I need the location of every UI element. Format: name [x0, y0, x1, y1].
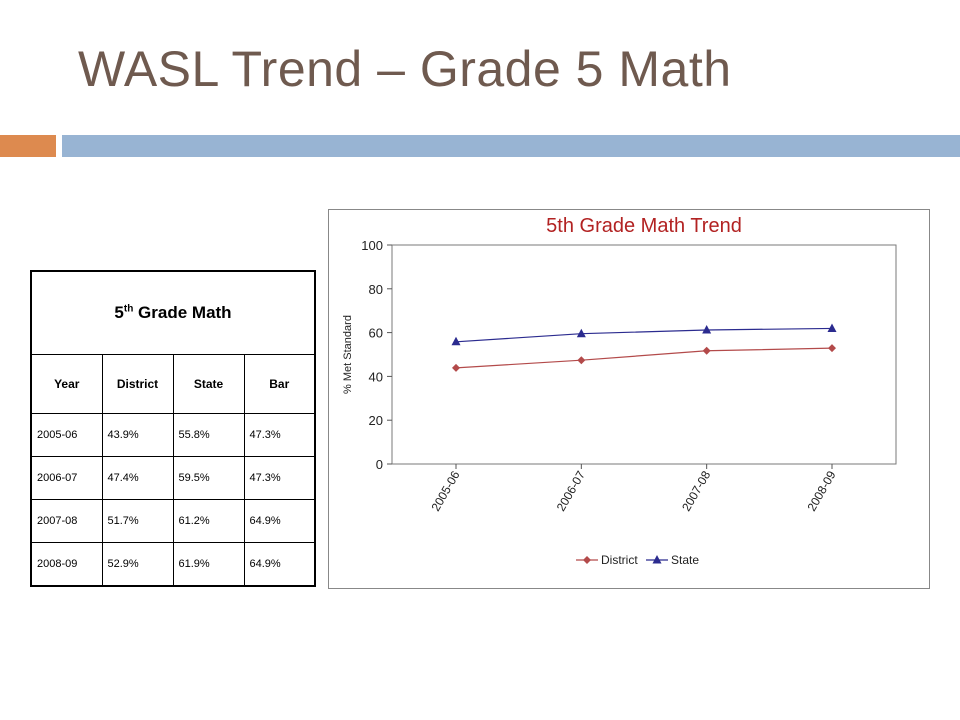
cell-district: 43.9%: [101, 413, 174, 457]
point-state: [576, 328, 586, 338]
slide-title: WASL Trend – Grade 5 Math: [78, 41, 732, 97]
cell-state: 61.9%: [172, 542, 245, 587]
table-title-row: 5th Grade Math: [30, 270, 316, 355]
y-tick-label: 60: [369, 326, 383, 341]
chart-title: 5th Grade Math Trend: [546, 215, 742, 237]
header-year: Year: [30, 354, 103, 414]
cell-state: 61.2%: [172, 499, 245, 543]
legend-marker-district: [583, 556, 591, 564]
cell-year: 2008-09: [30, 542, 103, 587]
chart-frame: 5th Grade Math Trend 0 20 40 60 80 100 % Met St…: [328, 209, 930, 589]
y-tick-label: 0: [376, 457, 383, 472]
table-header-row: Year District State Bar: [30, 354, 316, 414]
cell-state: 55.8%: [172, 413, 245, 457]
x-tick-label: 2007-08: [679, 468, 713, 513]
table-title-prefix: 5: [114, 303, 124, 322]
series-line-district: [455, 347, 833, 369]
x-tick-label: 2005-06: [428, 468, 462, 513]
cell-bar: 64.9%: [243, 499, 316, 543]
cell-bar: 47.3%: [243, 413, 316, 457]
point-state: [451, 336, 461, 346]
cell-bar: 64.9%: [243, 542, 316, 587]
point-district: [452, 363, 460, 372]
point-state: [827, 323, 837, 332]
cell-year: 2005-06: [30, 413, 103, 457]
legend-label-state: State: [671, 553, 699, 567]
y-tick-label: 100: [361, 238, 383, 253]
data-table: 5th Grade Math Year District State Bar 2…: [30, 270, 316, 587]
header-state: State: [172, 354, 245, 414]
point-district: [828, 344, 836, 353]
y-tick-label: 80: [369, 282, 383, 297]
cell-district: 52.9%: [101, 542, 174, 587]
x-tick-label: 2008-09: [804, 468, 838, 513]
legend-label-district: District: [601, 553, 638, 567]
x-tick-label: 2006-07: [554, 468, 588, 513]
table-title: 5th Grade Math: [30, 270, 316, 355]
table-title-suffix: Grade Math: [133, 303, 232, 322]
point-district: [702, 346, 711, 355]
table-row: 2006-07 47.4% 59.5% 47.3%: [30, 456, 316, 500]
cell-year: 2006-07: [30, 456, 103, 500]
point-state: [702, 324, 712, 334]
y-axis-label: % Met Standard: [342, 315, 354, 394]
cell-state: 59.5%: [172, 456, 245, 500]
table-row: 2008-09 52.9% 61.9% 64.9%: [30, 542, 316, 587]
cell-bar: 47.3%: [243, 456, 316, 500]
y-tick-label: 40: [369, 369, 383, 384]
header-district: District: [101, 354, 174, 414]
table-row: 2007-08 51.7% 61.2% 64.9%: [30, 499, 316, 543]
cell-year: 2007-08: [30, 499, 103, 543]
y-tick-label: 20: [369, 413, 383, 428]
table-row: 2005-06 43.9% 55.8% 47.3%: [30, 413, 316, 457]
line-chart: 5th Grade Math Trend 0 20 40 60 80 100 % Met St…: [342, 215, 897, 567]
cell-district: 47.4%: [101, 456, 174, 500]
legend-marker-state: [652, 555, 662, 564]
table-title-sup: th: [123, 303, 134, 315]
series-line-state: [455, 327, 833, 343]
accent-bar-orange: [0, 135, 56, 157]
point-district: [577, 356, 586, 365]
accent-bar-blue: [62, 135, 960, 157]
plot-area: [391, 244, 897, 465]
header-bar: Bar: [243, 354, 316, 414]
cell-district: 51.7%: [101, 499, 174, 543]
